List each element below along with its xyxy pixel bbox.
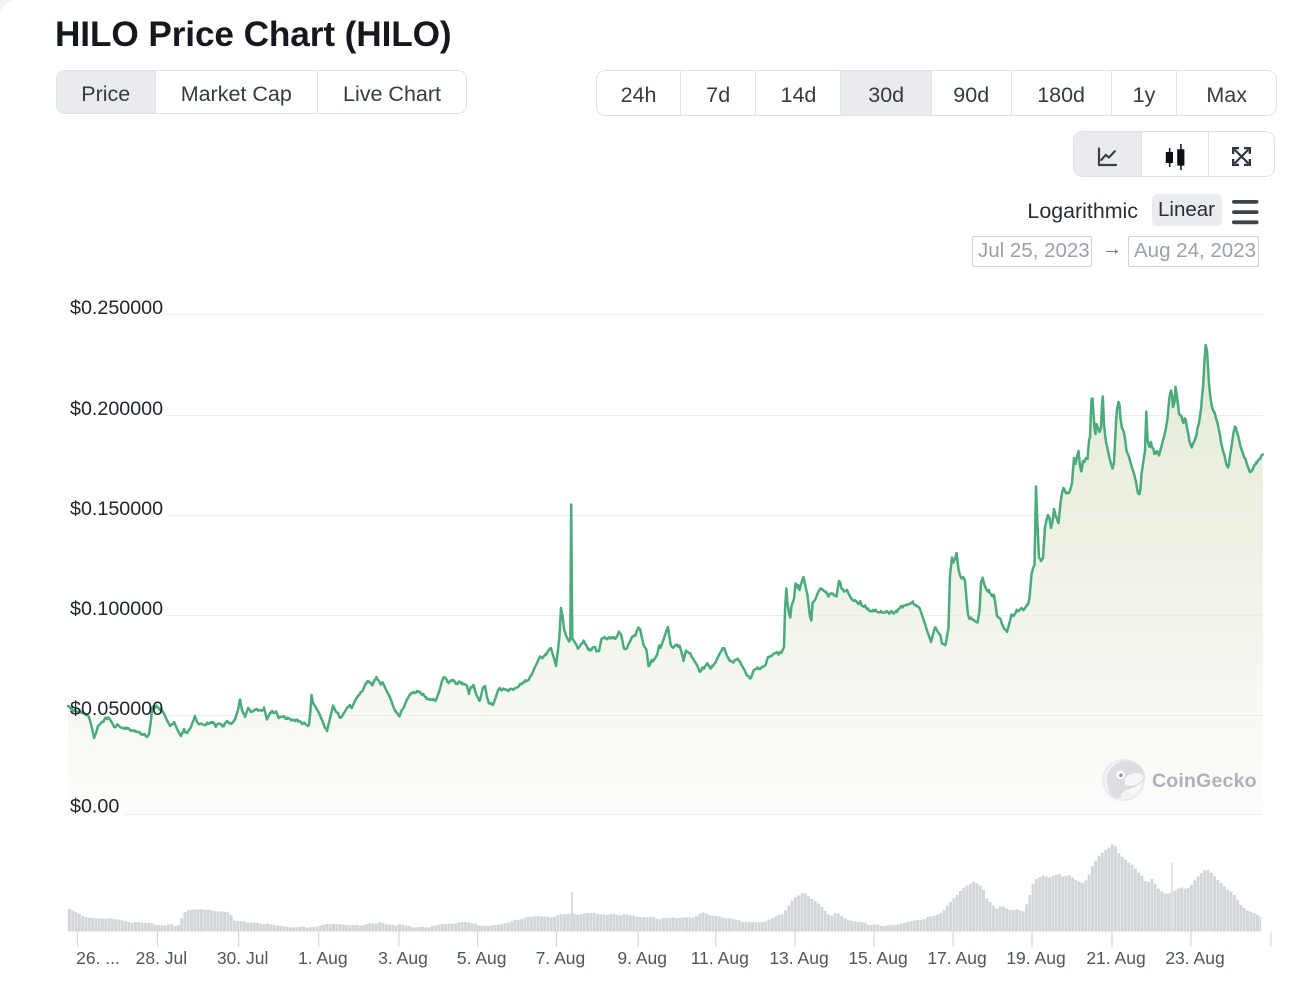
svg-text:23. Aug: 23. Aug <box>1165 948 1224 968</box>
svg-text:13. Aug: 13. Aug <box>769 948 828 968</box>
svg-text:17. Aug: 17. Aug <box>927 948 986 968</box>
svg-text:30. Jul: 30. Jul <box>217 948 269 968</box>
svg-text:$0.050000: $0.050000 <box>70 698 163 720</box>
svg-text:$0.200000: $0.200000 <box>70 398 163 420</box>
svg-text:1. Aug: 1. Aug <box>298 948 348 968</box>
svg-text:$0.250000: $0.250000 <box>70 297 163 319</box>
svg-text:21. Aug: 21. Aug <box>1086 948 1145 968</box>
svg-text:7. Aug: 7. Aug <box>536 948 586 968</box>
svg-text:26. ...: 26. ... <box>76 948 120 968</box>
svg-text:15. Aug: 15. Aug <box>848 948 907 968</box>
svg-text:11. Aug: 11. Aug <box>691 948 749 968</box>
svg-text:$0.100000: $0.100000 <box>70 598 163 620</box>
svg-text:$0.150000: $0.150000 <box>70 498 163 520</box>
svg-text:28. Jul: 28. Jul <box>136 948 188 968</box>
svg-text:5. Aug: 5. Aug <box>457 948 507 968</box>
svg-text:3. Aug: 3. Aug <box>378 948 428 968</box>
svg-text:CoinGecko: CoinGecko <box>1152 770 1257 792</box>
svg-text:19. Aug: 19. Aug <box>1006 948 1065 968</box>
svg-text:$0.00: $0.00 <box>70 795 119 817</box>
svg-text:9. Aug: 9. Aug <box>617 948 667 968</box>
